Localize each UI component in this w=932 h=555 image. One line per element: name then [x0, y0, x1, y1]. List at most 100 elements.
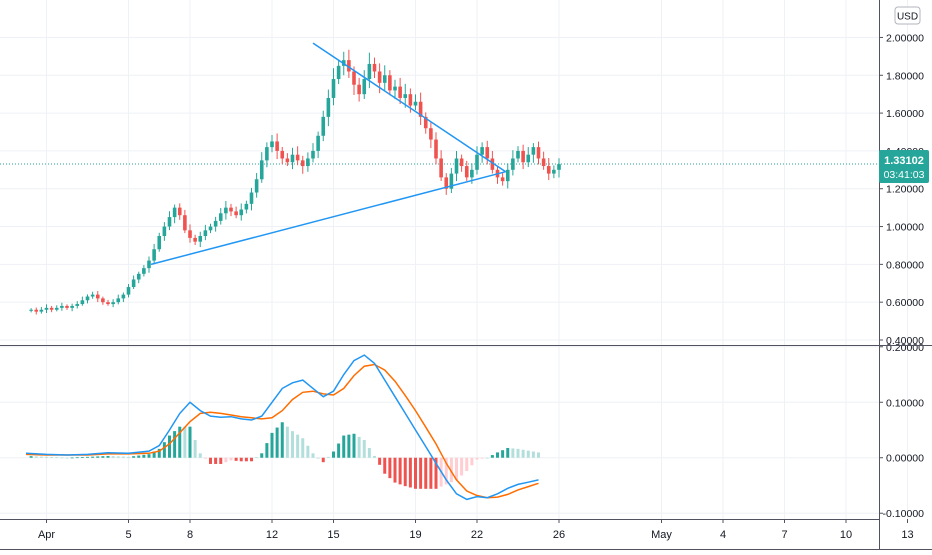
candle-body: [516, 150, 520, 159]
upper-trendline[interactable]: [312, 42, 507, 173]
macd-histogram-bar: [255, 457, 259, 459]
candle-body: [116, 298, 121, 303]
candle-body: [372, 63, 377, 72]
macd-histogram-bar: [116, 456, 120, 458]
candle-body: [382, 75, 387, 83]
macd-lines: [25, 354, 539, 501]
macd-histogram-bar: [296, 434, 300, 458]
macd-histogram-bar: [224, 457, 228, 463]
macd-histogram-bar: [101, 456, 105, 458]
macd-histogram-bar: [198, 453, 202, 458]
macd-histogram-bar: [203, 457, 207, 459]
macd-histogram-bar: [65, 457, 69, 459]
macd-histogram-bar: [91, 456, 95, 458]
time-axis-tick-label: 19: [409, 529, 421, 541]
candle-body: [198, 236, 203, 242]
candle-body: [321, 116, 326, 136]
candle-body: [75, 304, 80, 306]
candle-body: [244, 203, 249, 210]
price-axis-tick-label: 1.20000: [886, 184, 924, 196]
candle-body: [398, 86, 402, 98]
candle-body: [85, 296, 90, 301]
candle-body: [388, 75, 392, 91]
candle-body: [300, 160, 305, 167]
macd-histogram-bar: [229, 457, 233, 461]
candle-body: [367, 63, 372, 80]
macd-histogram-bar: [444, 457, 448, 485]
time-axis-tick-label: 15: [327, 529, 339, 541]
candle-body: [142, 268, 146, 274]
time-axis-tick-label: Apr: [38, 529, 55, 541]
candle-body: [106, 302, 110, 305]
candle-body: [254, 179, 259, 193]
candle-body: [60, 305, 64, 308]
macd-histogram-bar: [521, 449, 525, 458]
price-axis-tick-label: 2.00000: [886, 32, 924, 44]
macd-histogram-bar: [398, 457, 402, 485]
time-axis-tick-label: 22: [471, 529, 483, 541]
candle-body: [408, 94, 413, 106]
macd-histogram-bar: [357, 436, 361, 458]
macd-histogram-bar: [127, 456, 130, 458]
macd-histogram-bar: [280, 422, 284, 458]
macd-histogram-bar: [244, 457, 248, 462]
time-axis-tick-label: 12: [266, 529, 278, 541]
candle-body: [531, 147, 536, 155]
macd-axis-tick-label: 0.10000: [886, 397, 924, 409]
candle-body: [136, 273, 141, 280]
currency-button[interactable]: USD: [894, 6, 921, 25]
candle-body: [147, 260, 151, 269]
macd-histogram-bar: [142, 454, 146, 458]
candle-body: [306, 158, 310, 167]
candle-body: [536, 147, 541, 159]
macd-histogram-bar: [234, 457, 238, 461]
price-axis-tick-label: 0.80000: [886, 259, 924, 271]
candle-body: [265, 147, 269, 161]
macd-histogram-bar: [219, 457, 223, 464]
macd-histogram-bar: [531, 451, 535, 458]
price-axis-tick-label: 1.60000: [886, 108, 924, 120]
macd-histogram-bar: [511, 448, 515, 458]
time-axis-tick-label: 8: [187, 529, 193, 541]
macd-histogram-bar: [45, 456, 48, 458]
macd-histogram-bar: [239, 457, 243, 462]
macd-histogram-bar: [321, 457, 325, 463]
trendlines[interactable]: [150, 42, 507, 266]
candle-body: [347, 60, 351, 72]
macd-histogram-bar: [291, 431, 294, 458]
candle-body: [331, 79, 336, 98]
macd-histogram-bar: [70, 457, 74, 459]
candle-body: [259, 160, 264, 180]
candle-body: [203, 230, 208, 236]
candle-body: [490, 158, 495, 170]
candle-body: [336, 65, 341, 80]
macd-histogram-bar: [188, 426, 192, 458]
macd-histogram-bar: [86, 456, 89, 458]
macd-histogram-bar: [250, 457, 253, 462]
candle-body: [208, 226, 213, 231]
candle-body: [131, 279, 136, 288]
time-axis-tick-label: 26: [553, 529, 565, 541]
time-axis-tick-label: 4: [720, 529, 726, 541]
macd-histogram-bar: [209, 457, 212, 464]
macd-histogram-bar: [485, 457, 489, 459]
candle-body: [49, 307, 54, 310]
candle-body: [546, 166, 551, 174]
macd-histogram-bar: [168, 435, 171, 458]
macd-histogram-bar: [414, 457, 417, 489]
price-axis-tick-label: 1.80000: [886, 70, 924, 82]
candle-body: [213, 220, 218, 227]
macd-histogram-bar: [260, 453, 264, 458]
price-axis-tick-label: 1.00000: [886, 222, 924, 234]
macd-histogram-bar: [178, 426, 182, 458]
lower-trendline[interactable]: [150, 170, 506, 266]
candle-body: [357, 84, 361, 95]
macd-histogram-bar: [132, 456, 136, 458]
time-axis-tick-label: 7: [781, 529, 787, 541]
candlesticks: [29, 49, 561, 315]
candle-body: [152, 249, 156, 261]
macd-histogram-bar: [516, 448, 520, 458]
macd-histogram-bar: [352, 433, 356, 458]
